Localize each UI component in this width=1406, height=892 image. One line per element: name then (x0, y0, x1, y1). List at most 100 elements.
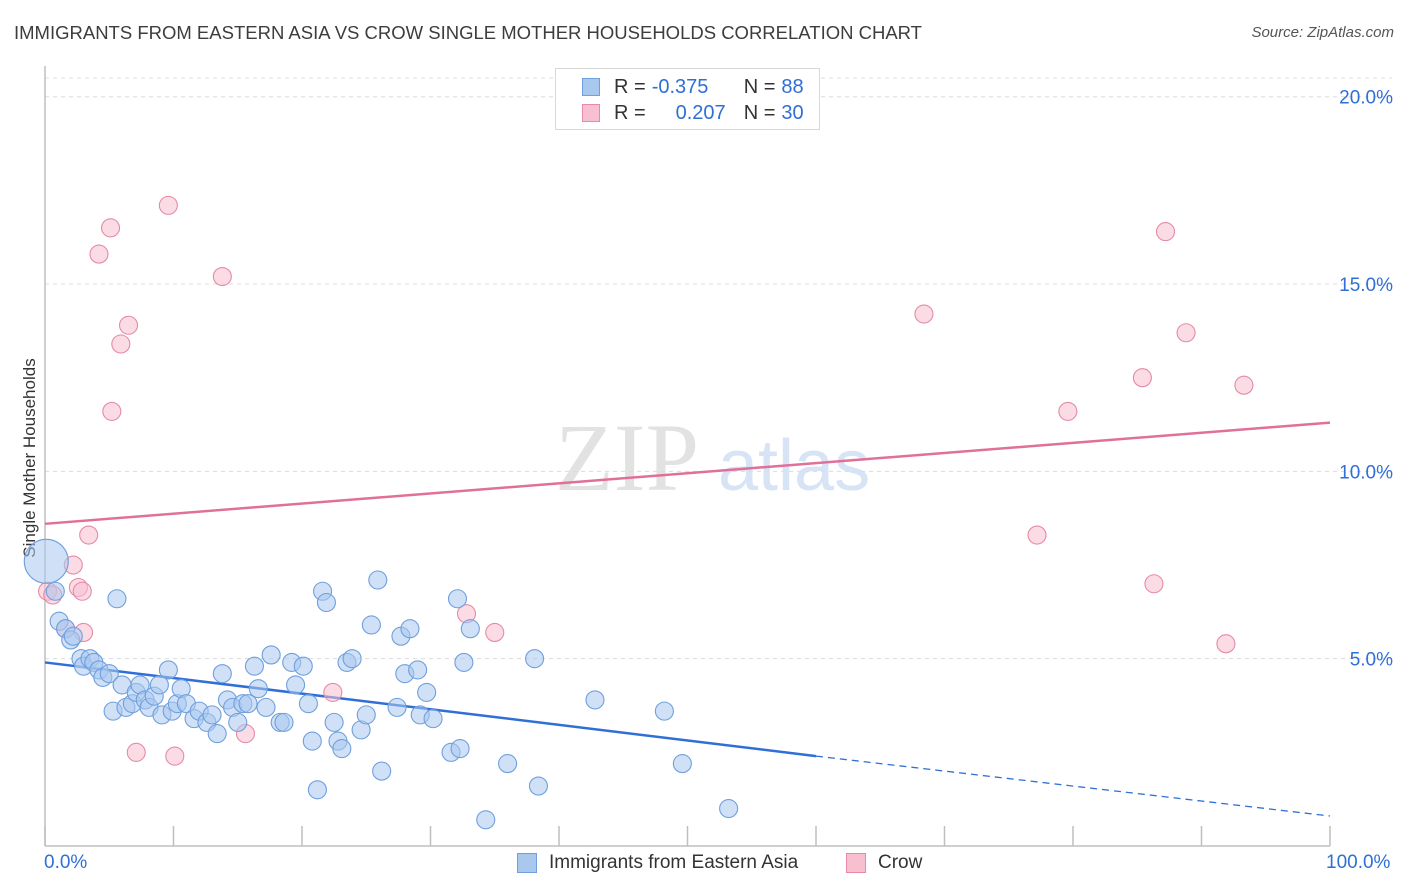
data-point-eastern-asia (261, 645, 281, 665)
series-legend-swatch-eastern-asia (517, 853, 537, 873)
series-legend-eastern-asia: Immigrants from Eastern Asia (517, 852, 798, 874)
data-point-eastern-asia (324, 712, 344, 732)
data-point-crow (102, 401, 122, 421)
watermark-zip: ZIP (555, 404, 699, 511)
data-point-eastern-asia (498, 754, 518, 774)
data-point-eastern-asia (400, 619, 420, 639)
data-point-crow (212, 267, 232, 287)
data-point-eastern-asia (202, 705, 222, 725)
y-tick-label: 5.0% (1350, 650, 1393, 671)
data-point-eastern-asia (158, 660, 178, 680)
data-point-eastern-asia (244, 656, 265, 676)
data-point-crow (79, 525, 99, 545)
data-point-eastern-asia (298, 694, 318, 714)
trend-line-eastern-asia (44, 661, 817, 758)
data-point-eastern-asia (585, 690, 605, 710)
data-point-eastern-asia (387, 697, 407, 717)
legend-r-value: 0.207 (675, 101, 726, 124)
data-point-crow (1155, 222, 1176, 242)
series-legend-swatch-crow (846, 853, 866, 873)
data-point-eastern-asia (356, 705, 376, 725)
data-point-eastern-asia (368, 570, 388, 590)
data-point-crow (1176, 323, 1196, 343)
data-point-eastern-asia (212, 664, 232, 684)
data-point-eastern-asia (654, 701, 674, 721)
trend-line-crow (44, 421, 1331, 526)
data-point-eastern-asia (248, 679, 268, 699)
data-point-eastern-asia (63, 626, 83, 646)
data-point-eastern-asia (107, 589, 127, 609)
x-tick-label-max: 100.0% (1326, 852, 1391, 873)
watermark: ZIP atlas (555, 404, 870, 511)
y-tick-labels: 5.0% 10.0% 15.0% 20.0% (1339, 88, 1393, 671)
data-point-eastern-asia (332, 739, 352, 759)
data-point-eastern-asia (528, 776, 548, 796)
data-point-crow (914, 304, 934, 324)
data-point-crow (165, 746, 185, 766)
legend-row-crow: R = 0.207 N = 30 (582, 101, 804, 125)
data-point-eastern-asia (286, 675, 306, 695)
data-point-eastern-asia (342, 649, 362, 669)
data-point-eastern-asia (45, 581, 65, 601)
data-point-eastern-asia (447, 589, 468, 609)
data-point-eastern-asia (256, 697, 276, 717)
legend-n-label: N = (743, 101, 776, 124)
data-point-eastern-asia (423, 709, 443, 729)
data-point-crow (1058, 401, 1078, 421)
data-point-crow (1144, 574, 1164, 594)
data-point-eastern-asia (302, 731, 322, 751)
data-point-eastern-asia (719, 798, 739, 819)
data-point-eastern-asia (408, 660, 428, 680)
legend-swatch-crow (582, 104, 600, 122)
data-point-eastern-asia (207, 724, 227, 744)
data-point-eastern-asia (238, 694, 258, 714)
data-point-eastern-asia (454, 652, 474, 672)
data-point-crow (111, 334, 131, 354)
series-legend-crow: Crow (846, 852, 922, 874)
data-point-crow (89, 244, 109, 264)
data-point-eastern-asia (149, 675, 169, 695)
data-point-eastern-asia (307, 780, 327, 800)
data-point-crow (1216, 634, 1236, 654)
chart-title: IMMIGRANTS FROM EASTERN ASIA VS CROW SIN… (14, 22, 922, 43)
legend-r-label: R = (614, 101, 646, 124)
data-point-eastern-asia (228, 712, 248, 732)
data-point-eastern-asia (417, 682, 437, 702)
series-legend: Immigrants from Eastern Asia Crow (0, 852, 1406, 876)
data-point-eastern-asia (23, 538, 69, 584)
grid-lines (45, 77, 1392, 660)
data-point-crow (485, 622, 505, 643)
data-point-eastern-asia (672, 754, 692, 774)
data-point-crow (1234, 375, 1254, 395)
axes (44, 66, 1331, 847)
y-tick-label: 15.0% (1339, 275, 1393, 296)
data-point-eastern-asia (450, 739, 470, 759)
data-point-eastern-asia (372, 761, 392, 781)
trend-line-eastern-asia-extension (815, 755, 1331, 817)
data-point-eastern-asia (316, 592, 336, 613)
data-point-crow (158, 195, 178, 215)
data-point-crow (126, 742, 146, 762)
legend-r-value: -0.375 (651, 75, 709, 98)
stats-legend: R = -0.375 N = 88 R = 0.207 N = 30 (555, 68, 820, 130)
data-point-eastern-asia (476, 810, 496, 830)
data-point-eastern-asia (460, 619, 480, 639)
y-tick-label: 20.0% (1339, 88, 1393, 109)
chart-source: Source: ZipAtlas.com (1251, 24, 1394, 41)
data-point-eastern-asia (361, 615, 381, 635)
x-tick-label-min: 0.0% (44, 852, 88, 873)
data-point-eastern-asia (99, 664, 119, 684)
data-point-crow (1132, 368, 1152, 388)
legend-n-value: 30 (781, 101, 804, 124)
y-tick-label: 10.0% (1339, 462, 1393, 483)
data-point-crow (1027, 525, 1047, 545)
legend-swatch-eastern-asia (582, 78, 600, 96)
legend-n-value: 88 (781, 75, 804, 98)
legend-r-label: R = (614, 75, 646, 98)
data-points (23, 195, 1254, 830)
trend-lines (44, 421, 1331, 817)
data-point-eastern-asia (293, 656, 313, 676)
series-legend-label-eastern-asia: Immigrants from Eastern Asia (549, 852, 799, 873)
data-point-crow (118, 315, 139, 335)
